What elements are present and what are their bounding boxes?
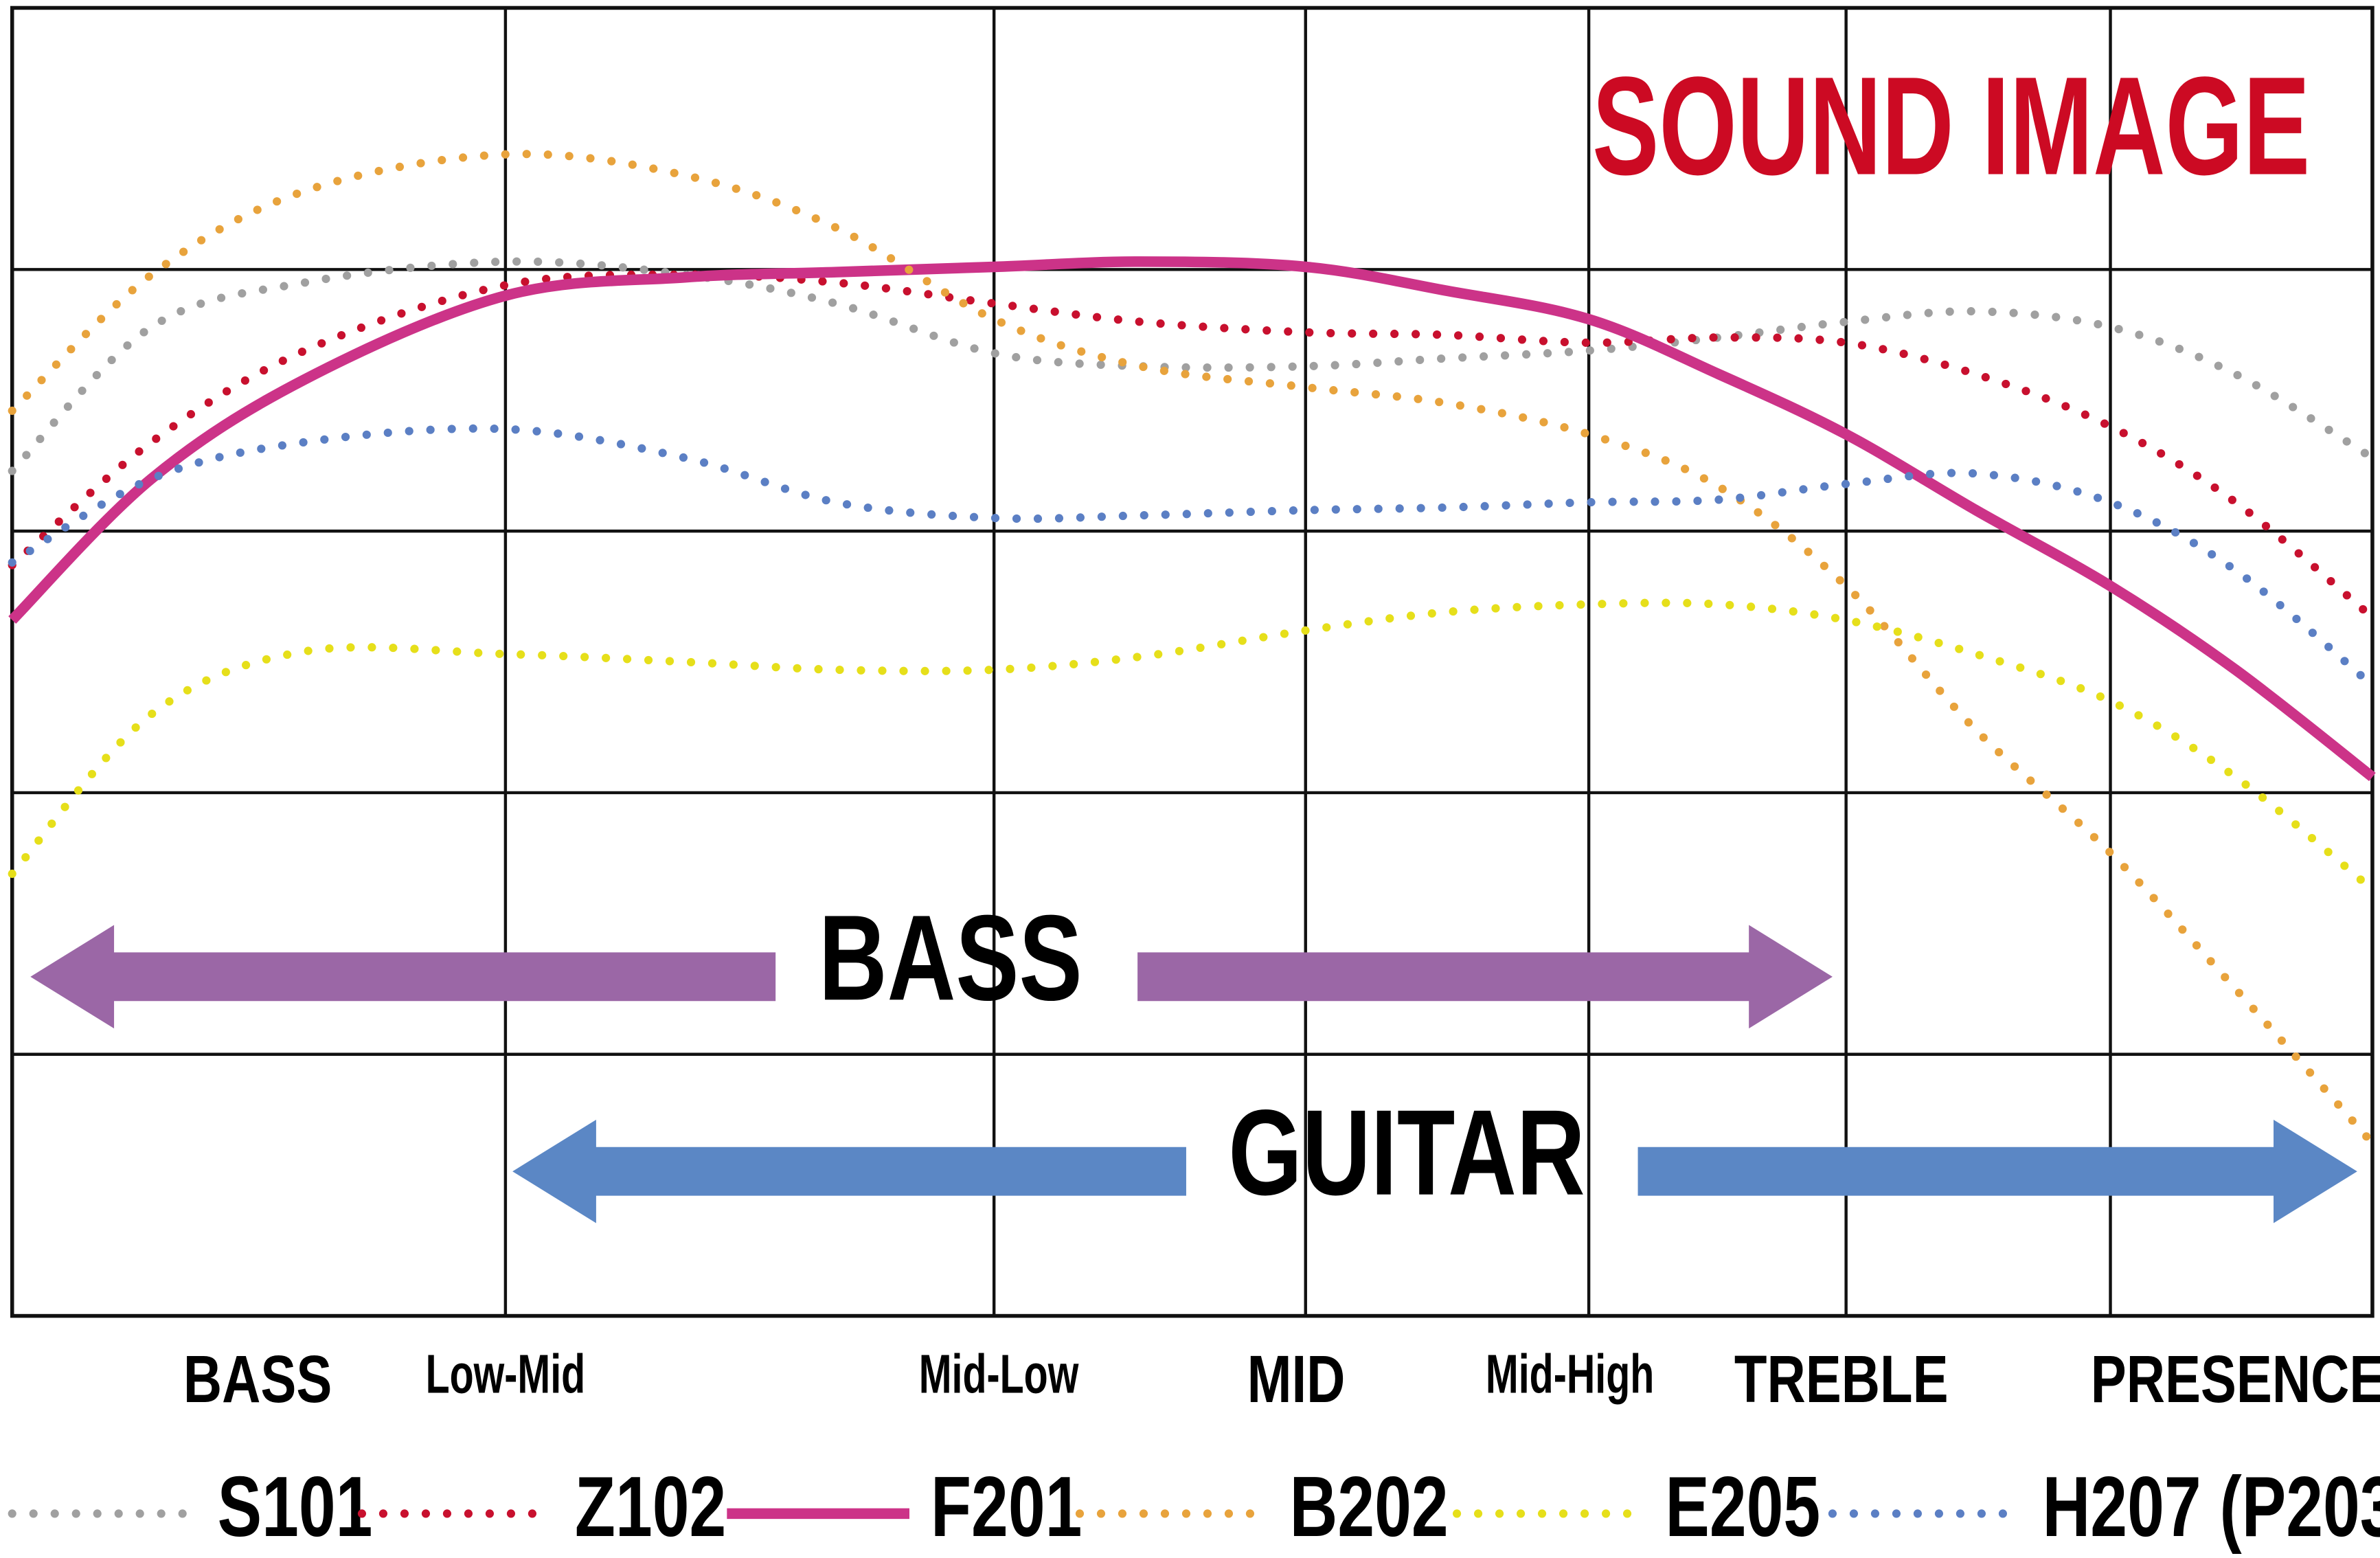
- x-tick-label: MID: [1247, 1342, 1346, 1416]
- x-tick-label: Low-Mid: [426, 1343, 586, 1405]
- annotation-arrow: [30, 925, 1833, 1029]
- x-axis-labels: BASS Low-Mid Mid-Low MID Mid-High TREBLE PRESE…: [183, 1342, 2380, 1416]
- x-tick-label: Mid-Low: [919, 1343, 1079, 1405]
- series-line: [8, 424, 2377, 690]
- annotation-text: GUITAR: [1228, 1084, 1585, 1220]
- series-line: [8, 598, 2377, 894]
- series-line: [8, 257, 2377, 475]
- x-tick-label: Mid-High: [1486, 1343, 1654, 1405]
- annotation-arrow: [512, 1119, 2357, 1223]
- x-tick-label: BASS: [183, 1342, 332, 1416]
- x-tick-label: PRESENCE: [2091, 1342, 2380, 1416]
- legend-label: B202: [1290, 1459, 1449, 1555]
- annotations: BASS GUITAR: [30, 890, 2357, 1223]
- legend-label: F201: [931, 1459, 1082, 1555]
- legend-label: H207 (P203): [2042, 1459, 2380, 1555]
- chart-title: SOUND IMAGE: [1592, 48, 2310, 204]
- plot-frame: [10, 5, 2375, 1318]
- x-tick-label: TREBLE: [1734, 1342, 1949, 1416]
- grid: [12, 8, 2372, 1316]
- annotation-text: BASS: [819, 890, 1083, 1026]
- legend: S101 Z102 F201 B202 E205 H207 (P203): [8, 1459, 2380, 1555]
- legend-label: E205: [1665, 1459, 1820, 1555]
- lines: [8, 150, 2377, 1148]
- series-line: [8, 256, 2376, 782]
- legend-label: Z102: [575, 1459, 726, 1555]
- legend-label: S101: [218, 1459, 373, 1555]
- series-line: [8, 150, 2377, 1148]
